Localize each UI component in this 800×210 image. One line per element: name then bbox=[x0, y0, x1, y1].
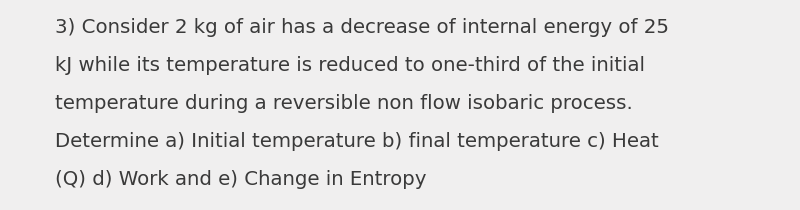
Text: (Q) d) Work and e) Change in Entropy: (Q) d) Work and e) Change in Entropy bbox=[55, 170, 426, 189]
Text: kJ while its temperature is reduced to one-third of the initial: kJ while its temperature is reduced to o… bbox=[55, 56, 645, 75]
Text: 3) Consider 2 kg of air has a decrease of internal energy of 25: 3) Consider 2 kg of air has a decrease o… bbox=[55, 18, 669, 37]
Text: temperature during a reversible non flow isobaric process.: temperature during a reversible non flow… bbox=[55, 94, 633, 113]
Text: Determine a) Initial temperature b) final temperature c) Heat: Determine a) Initial temperature b) fina… bbox=[55, 132, 658, 151]
